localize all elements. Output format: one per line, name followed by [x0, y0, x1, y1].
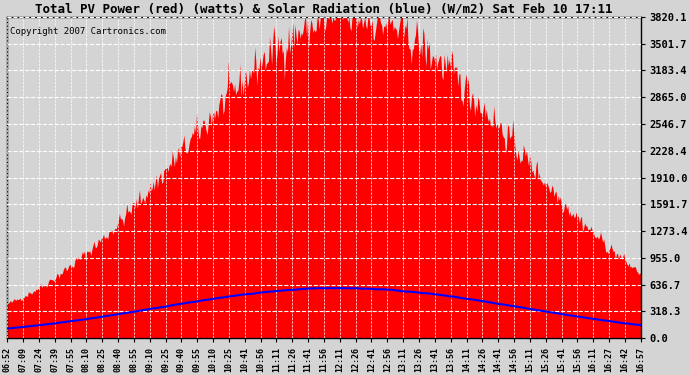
Text: Copyright 2007 Cartronics.com: Copyright 2007 Cartronics.com [10, 27, 166, 36]
Title: Total PV Power (red) (watts) & Solar Radiation (blue) (W/m2) Sat Feb 10 17:11: Total PV Power (red) (watts) & Solar Rad… [35, 3, 613, 16]
